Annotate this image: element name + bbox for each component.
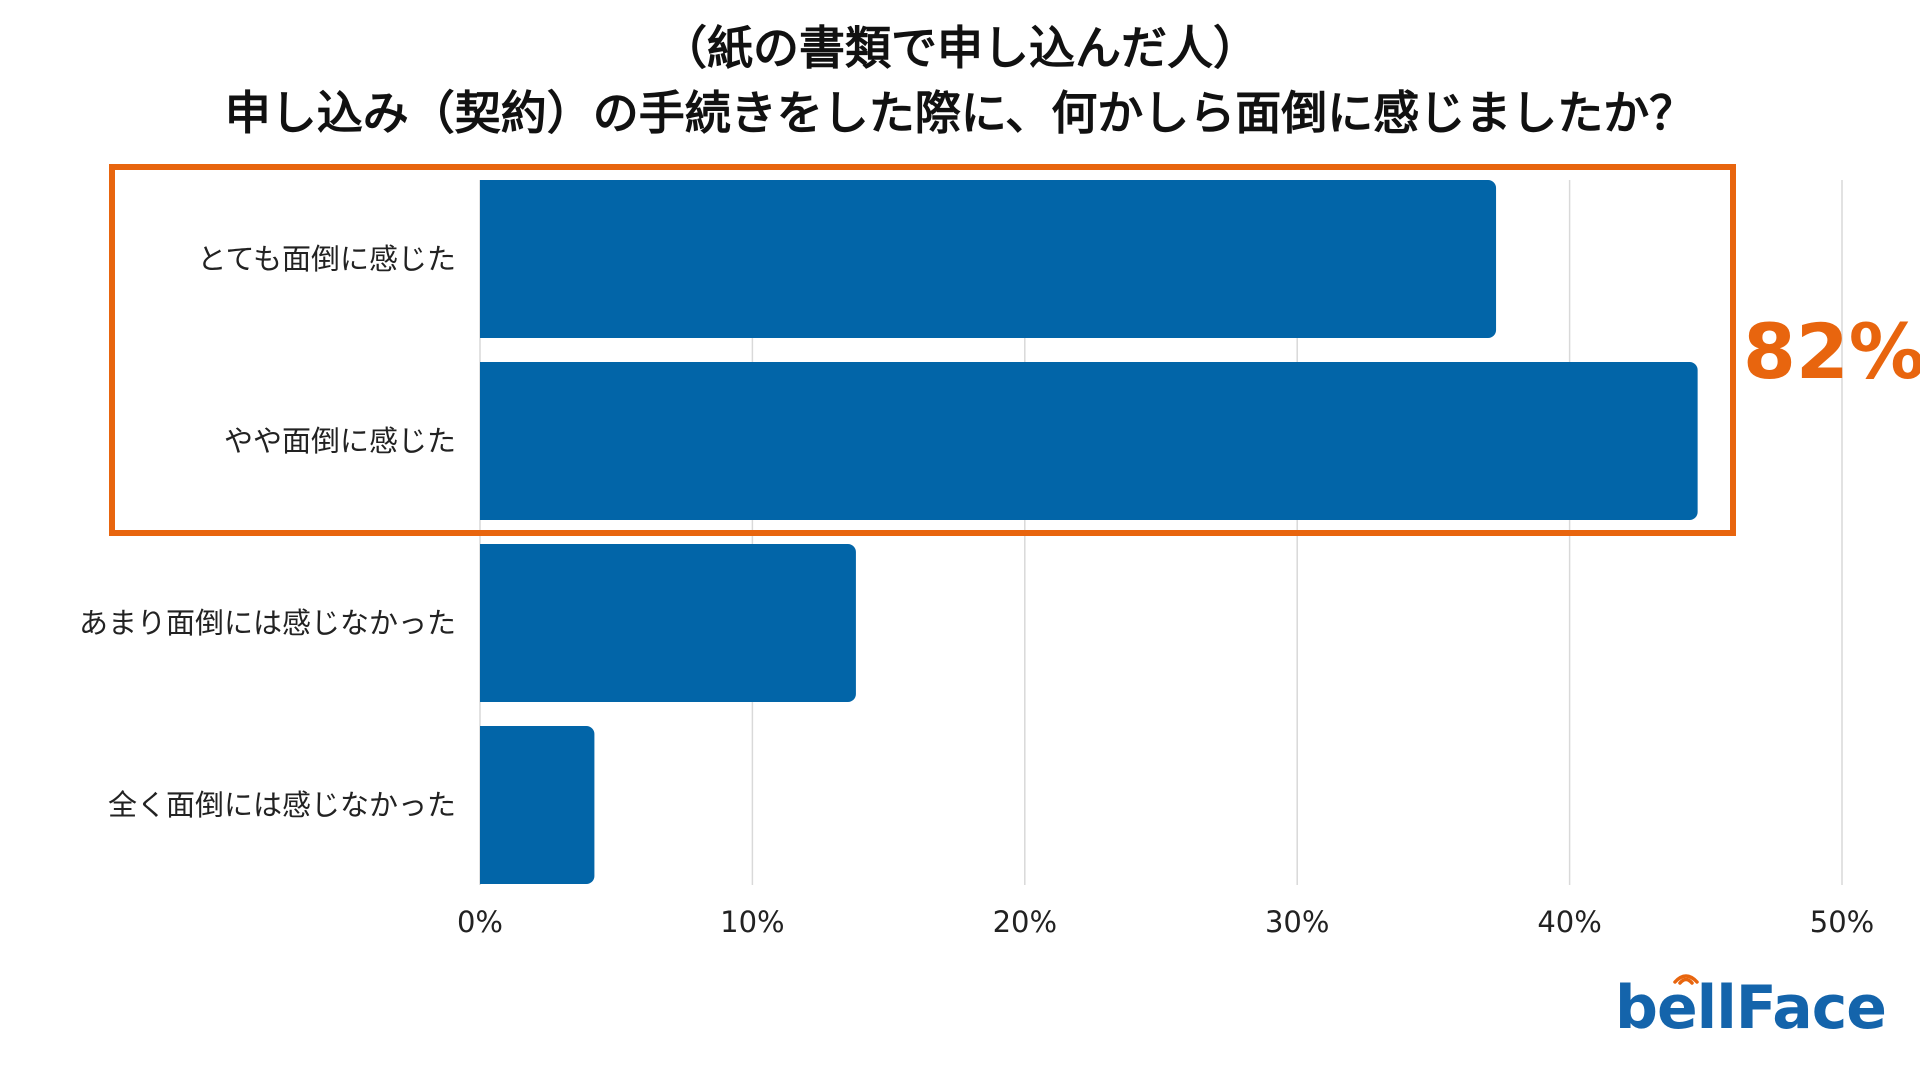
signal-wave-icon: [1673, 974, 1699, 985]
bars: [480, 180, 1698, 884]
bar-3-base: [480, 726, 490, 884]
bar-2-base: [480, 544, 490, 702]
bellface-logo: bellFace: [1615, 968, 1887, 1038]
x-tick-label-0: 0%: [457, 905, 503, 939]
callout-value: 82%: [1743, 307, 1920, 396]
x-tick-label-3: 30%: [1265, 905, 1329, 939]
chart-title-line-2: 申し込み（契約）の手続きをした際に、何かしら面倒に感じましたか？: [224, 86, 1696, 140]
x-axis-ticks: 0% 10% 20% 30% 40% 50%: [457, 905, 1874, 939]
bar-1-base: [480, 362, 490, 520]
x-tick-label-2: 20%: [993, 905, 1057, 939]
bar-2: [480, 544, 856, 702]
x-tick-label-5: 50%: [1810, 905, 1874, 939]
category-label-0: とても面倒に感じた: [197, 242, 456, 276]
bar-3: [480, 726, 595, 884]
category-label-3: 全く面倒には感じなかった: [108, 788, 456, 822]
chart-title-line-1: （紙の書類で申し込んだ人）: [661, 21, 1259, 75]
category-label-1: やや面倒に感じた: [224, 424, 456, 458]
bar-0-base: [480, 180, 490, 338]
callout: 82%: [109, 164, 1920, 536]
category-labels: とても面倒に感じたやや面倒に感じたあまり面倒には感じなかった全く面倒には感じなか…: [79, 242, 456, 822]
x-tick-label-4: 40%: [1537, 905, 1601, 939]
x-tick-label-1: 10%: [720, 905, 784, 939]
highlight-box: [109, 164, 1736, 536]
bar-0: [480, 180, 1497, 338]
logo-wordmark: bellFace: [1615, 973, 1887, 1043]
bar-1: [480, 362, 1698, 520]
category-label-2: あまり面倒には感じなかった: [79, 606, 456, 640]
